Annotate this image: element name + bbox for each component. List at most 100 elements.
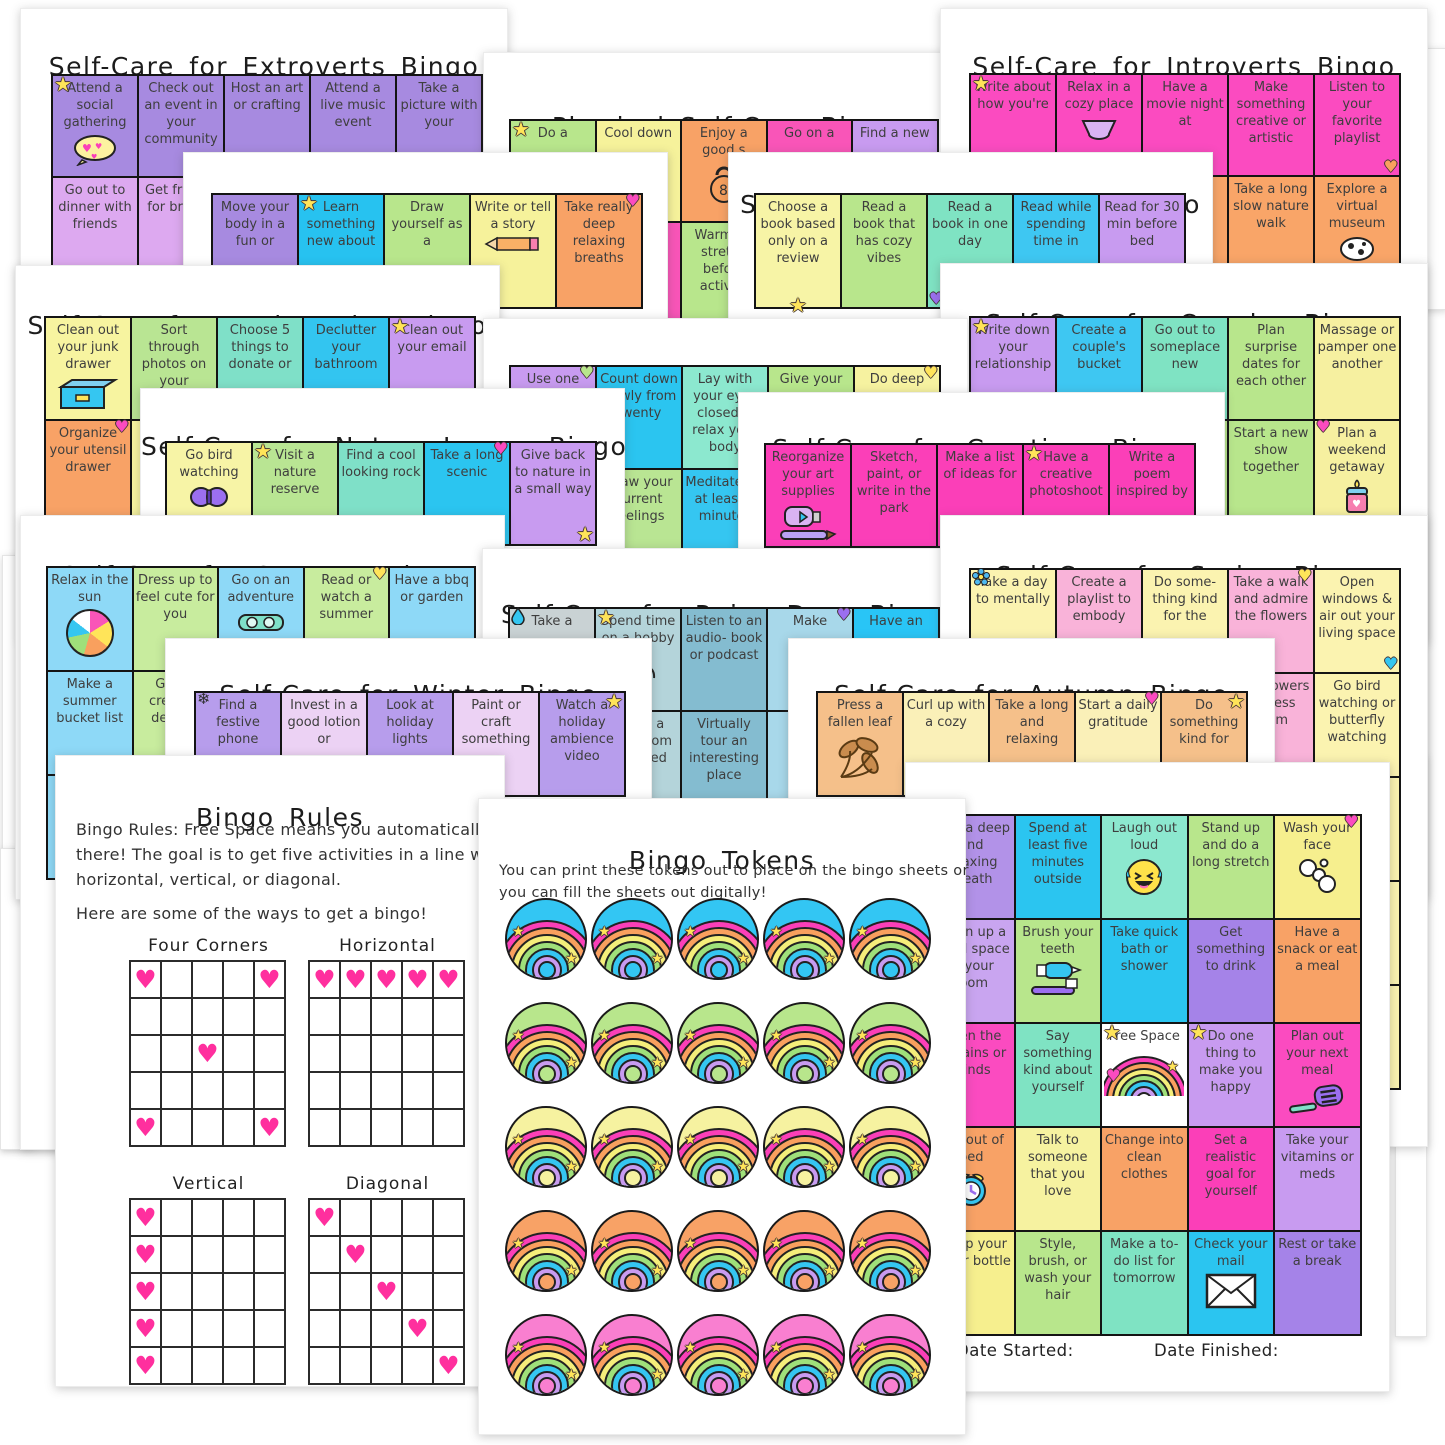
star-icon: ★ — [789, 293, 807, 317]
rainbow-center — [624, 961, 642, 978]
star-icon: ★ — [684, 1340, 697, 1356]
rainbow-token: ★ ★ — [677, 898, 759, 980]
pattern-cell — [434, 1073, 465, 1110]
rainbow-token: ★ ★ — [677, 1210, 759, 1292]
bingo-cell: Relax in the sun — [48, 568, 134, 672]
bingo-cell-text: Learn something new about — [306, 200, 376, 249]
rainbow-center — [796, 1273, 814, 1290]
rainbow-token: ★ ★ — [849, 898, 931, 980]
bingo-cell-text: Go out to dinner with friends — [58, 183, 132, 232]
pattern-cell — [434, 999, 465, 1036]
star-icon: ★ — [651, 1367, 664, 1383]
bingo-cell-text: Give back to nature in a small way — [514, 448, 592, 497]
rainbow-token: ★ ★ — [763, 1314, 845, 1396]
bingo-cell-text: Take quick bath or shower — [1110, 925, 1179, 974]
pattern-cell — [372, 999, 403, 1036]
pattern-cell — [193, 1311, 224, 1348]
pattern-cell: ♥ — [131, 962, 162, 999]
pattern-cell — [372, 1237, 403, 1274]
bingo-cell-text: Create a couple's bucket — [1071, 323, 1127, 372]
bingo-cell-text: Dress up to feel cute for you — [135, 573, 215, 622]
heart-icon: ♥ — [134, 1113, 157, 1142]
bingo-cell-text: Clean out your email — [397, 323, 467, 355]
bingo-cell: Set a realistic goal for yourself — [1188, 1128, 1275, 1232]
bingo-cell-text: Take a picture with your — [400, 81, 478, 130]
star-icon: ★ — [512, 924, 525, 940]
pattern-cell — [255, 1237, 286, 1274]
bingo-cell-text: Free Space — [1108, 1029, 1180, 1044]
heart-icon: ♥ — [437, 1351, 460, 1380]
bingo-cell: Attend a social gathering ★ ♥ ♥ ♥ — [53, 74, 139, 178]
star-icon: ★ — [565, 1263, 578, 1279]
pattern-cell: ♥ — [131, 1237, 162, 1274]
rainbow-center — [796, 1065, 814, 1082]
bingo-cell: Take a long slow nature walk — [1229, 177, 1315, 279]
bingo-cell-text: Take a long and relaxing — [995, 698, 1069, 747]
page-title: Bingo Tokens — [628, 845, 816, 875]
bingo-cell-text: Check out an event in your community — [144, 81, 218, 147]
pattern-grid: ♥ ♥ ♥ ♥ ♥ — [308, 1198, 465, 1385]
bingo-cell-text: Use one — [526, 372, 580, 387]
bingo-cell-text: Write or tell a story — [474, 200, 552, 232]
bingo-cell-text: Cool down — [604, 126, 673, 141]
pattern-cell — [372, 1073, 403, 1110]
rainbow-token: ★ ★ — [505, 898, 587, 980]
bingo-cell-text: Have a movie night at — [1146, 80, 1224, 129]
rainbow-token: ★ ★ — [505, 1002, 587, 1084]
pattern-cell: ♥ — [341, 1237, 372, 1274]
pattern-cell — [131, 1036, 162, 1073]
bingo-cell-text: Make a list of ideas for — [943, 450, 1017, 482]
star-icon: ★ — [651, 1263, 664, 1279]
svg-text:♥: ♥ — [95, 142, 102, 151]
star-icon: ★ — [651, 951, 664, 967]
star-icon: ★ — [770, 1340, 783, 1356]
bingo-cell: Free Space ★ ♥ ★ — [1102, 1022, 1189, 1128]
bingo-cell-text: Start a daily gratitude — [1078, 698, 1158, 730]
rainbow-token: ★ ★ — [849, 1106, 931, 1188]
heart-icon: ♥ — [134, 1351, 157, 1380]
rainbow-center — [538, 1377, 556, 1394]
pattern-cell — [341, 1274, 372, 1311]
page-basic-self-care-bingo: Basic Self-Care BingoTake a deep and rel… — [905, 762, 1390, 1392]
star-icon: ★ — [770, 1132, 783, 1148]
star-icon: ★ — [598, 1132, 611, 1148]
pattern-cell — [162, 1311, 193, 1348]
star-icon: ★ — [598, 1340, 611, 1356]
pattern-cell: ♥ — [372, 1274, 403, 1311]
rainbow-center — [710, 1273, 728, 1290]
bingo-cell-text: Have a snack or eat a meal — [1277, 925, 1358, 974]
rainbow-token: ★ ★ — [763, 898, 845, 980]
pattern-cell — [224, 1237, 255, 1274]
pattern-cell — [193, 1237, 224, 1274]
rainbow-center — [538, 961, 556, 978]
bingo-cell: Check out an event in your community — [139, 76, 225, 178]
pattern-cell — [310, 1036, 341, 1073]
star-icon: ★ — [770, 1028, 783, 1044]
tokens-caption-line: You can print these tokens out to place … — [499, 863, 969, 879]
rainbow-center — [538, 1169, 556, 1186]
pattern-cell — [255, 1073, 286, 1110]
pattern-cell: ♥ — [403, 1311, 434, 1348]
pattern-cell — [403, 1036, 434, 1073]
pattern-cell: ♥ — [255, 1110, 286, 1147]
bingo-cell: Say something kind about yourself — [1015, 1024, 1102, 1128]
bingo-cell-text: Go out to someplace new — [1149, 323, 1221, 372]
heart-icon: ♥ — [196, 1039, 219, 1068]
heart-icon: ♥ — [406, 965, 429, 994]
pattern-cell: ♥ — [434, 1348, 465, 1385]
bingo-cell-text: Check your mail — [1194, 1237, 1268, 1269]
bingo-cell-text: Read for 30 min before bed — [1104, 200, 1180, 249]
pattern-cell — [193, 1348, 224, 1385]
rainbow-token: ★ ★ — [505, 1314, 587, 1396]
free-space-rainbow: ♥ ★ — [1104, 1050, 1185, 1096]
pattern-cell — [224, 1073, 255, 1110]
bingo-cell: Do one thing to make you happy ★ — [1188, 1022, 1275, 1128]
pattern-cell — [255, 1036, 286, 1073]
bingo-cell-text: Go on an adventure — [227, 573, 295, 605]
bingo-cell-text: Laugh out loud — [1111, 821, 1177, 853]
pattern-grid: ♥ ♥ ♥ ♥ ♥ — [129, 960, 286, 1147]
bingo-cell: Laugh out loud — [1102, 816, 1189, 920]
pattern-cell — [162, 999, 193, 1036]
pattern-cell — [434, 1311, 465, 1348]
pattern-cell — [255, 1200, 286, 1237]
